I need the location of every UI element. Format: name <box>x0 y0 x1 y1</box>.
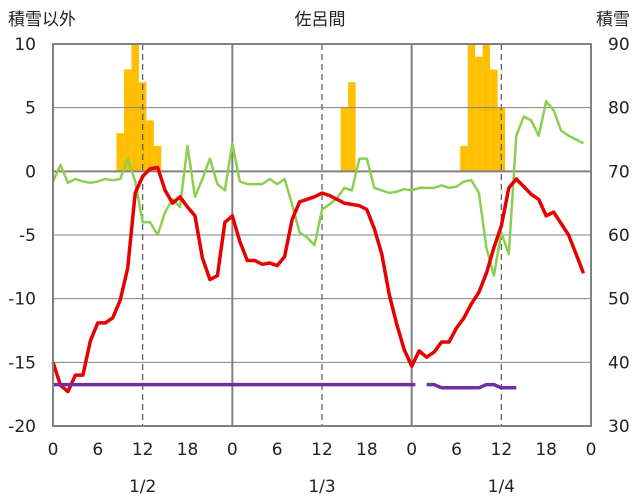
y-left-tick-label: -5 <box>19 226 36 246</box>
x-hour-label: 0 <box>48 440 59 460</box>
precipitation-bar <box>475 56 483 172</box>
y-right-tick-label: 80 <box>608 99 630 119</box>
y-right-tick-label: 60 <box>608 226 630 246</box>
y-left-tick-label: -10 <box>8 290 36 310</box>
x-hour-label: 6 <box>451 440 462 460</box>
y-left-tick-label: 0 <box>25 162 36 182</box>
y-left-tick-label: -20 <box>8 417 36 437</box>
precipitation-bar <box>348 82 356 172</box>
y-left-tick-label: 5 <box>25 99 36 119</box>
x-hour-label: 18 <box>177 440 199 460</box>
series-lines <box>51 100 586 394</box>
precipitation-bar <box>490 69 498 172</box>
precipitation-bar <box>340 107 349 172</box>
precipitation-bar <box>153 145 162 172</box>
precipitation-bar <box>460 145 468 172</box>
chart-title: 佐呂間 <box>295 10 346 30</box>
wind-line <box>51 100 585 277</box>
x-hour-label: 12 <box>491 440 513 460</box>
x-hour-label: 0 <box>406 440 417 460</box>
x-date-label: 1/3 <box>308 477 335 497</box>
x-hour-label: 0 <box>586 440 597 460</box>
x-hour-label: 18 <box>535 440 557 460</box>
y-left-tick-label: 10 <box>14 35 36 55</box>
y-left-tick-label: -15 <box>8 353 36 373</box>
y-right-tick-label: 70 <box>608 162 630 182</box>
x-hour-label: 0 <box>227 440 238 460</box>
y-right-tick-label: 40 <box>608 353 630 373</box>
precipitation-bar <box>146 120 154 172</box>
grid <box>53 44 591 426</box>
precipitation-bar <box>116 133 124 172</box>
x-date-label: 1/4 <box>488 477 515 497</box>
x-date-label: 1/2 <box>129 477 156 497</box>
y-right-label: 積雪 <box>596 10 630 30</box>
snow-depth-line <box>426 382 517 390</box>
x-hour-label: 12 <box>311 440 333 460</box>
plot-frame <box>52 43 592 427</box>
temperature-line <box>51 165 586 394</box>
x-hour-label: 12 <box>132 440 154 460</box>
y-right-ticks: 90 80 70 60 50 40 30 <box>608 35 630 437</box>
x-hour-label: 18 <box>356 440 378 460</box>
x-hour-label: 6 <box>92 440 103 460</box>
x-hour-label: 6 <box>272 440 283 460</box>
y-right-tick-label: 30 <box>608 417 630 437</box>
x-hour-ticks: 0 6 12 18 0 6 12 18 0 6 12 18 0 <box>48 440 597 460</box>
y-right-tick-label: 50 <box>608 290 630 310</box>
precipitation-bar <box>123 69 132 172</box>
y-left-label: 積雪以外 <box>8 10 76 30</box>
y-left-ticks: 10 5 0 -5 -10 -15 -20 <box>8 35 36 437</box>
x-date-ticks: 1/2 1/3 1/4 <box>129 477 515 497</box>
y-right-tick-label: 90 <box>608 35 630 55</box>
